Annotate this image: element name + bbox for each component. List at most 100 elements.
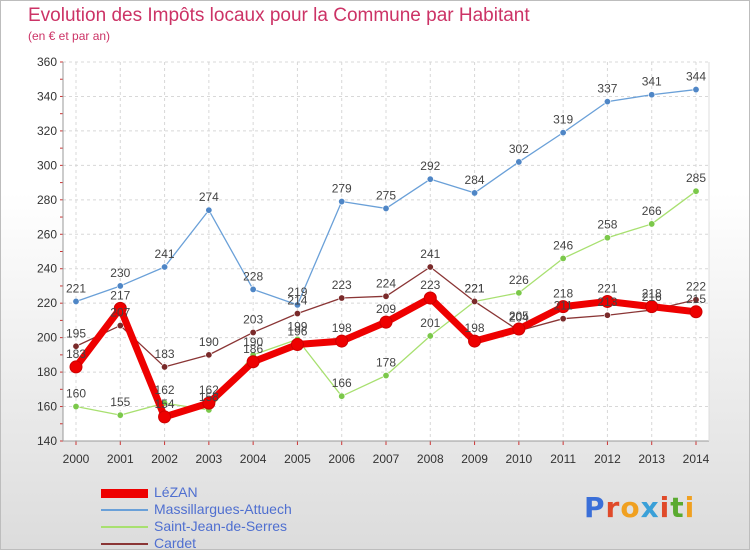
data-label-saint-jean-de-serres: 285 <box>686 171 706 185</box>
data-point-massillargues-attuech <box>161 263 169 271</box>
data-point-cardet <box>205 351 213 359</box>
data-label-massillargues-attuech: 337 <box>597 82 617 96</box>
data-label-massillargues-attuech: 302 <box>509 142 529 156</box>
logo-letter: i <box>684 491 696 524</box>
legend-swatch <box>101 526 148 528</box>
data-label-cardet: 190 <box>199 335 219 349</box>
y-tick-label: 260 <box>37 227 57 241</box>
data-point-cardet <box>559 315 567 323</box>
data-point-lezan <box>290 338 304 352</box>
data-label-cardet: 241 <box>420 247 440 261</box>
data-point-saint-jean-de-serres <box>382 372 390 380</box>
x-tick-label: 2014 <box>683 452 710 466</box>
legend-label: Saint-Jean-de-Serres <box>154 518 288 534</box>
data-label-lezan: 221 <box>597 281 617 295</box>
data-label-lezan: 218 <box>642 287 662 301</box>
data-point-cardet <box>72 342 80 350</box>
x-tick-label: 2009 <box>461 452 488 466</box>
x-tick-label: 2006 <box>328 452 355 466</box>
data-label-saint-jean-de-serres: 155 <box>110 395 130 409</box>
data-label-cardet: 223 <box>332 278 352 292</box>
logo-letter: r <box>605 491 621 524</box>
data-label-cardet: 221 <box>465 281 485 295</box>
data-label-lezan: 209 <box>376 302 396 316</box>
data-point-lezan <box>69 360 83 374</box>
data-point-lezan <box>423 291 437 305</box>
data-label-cardet: 214 <box>287 294 307 308</box>
data-point-cardet <box>692 296 700 304</box>
legend-swatch <box>101 543 148 545</box>
logo-letter: i <box>659 491 671 524</box>
data-point-massillargues-attuech <box>338 198 346 206</box>
data-label-lezan: 183 <box>66 347 86 361</box>
data-label-saint-jean-de-serres: 178 <box>376 356 396 370</box>
y-tick-label: 340 <box>37 89 57 103</box>
y-tick-label: 360 <box>37 55 57 69</box>
data-point-saint-jean-de-serres <box>116 411 124 419</box>
data-label-lezan: 217 <box>110 288 130 302</box>
logo-letter: o <box>620 491 641 524</box>
data-label-massillargues-attuech: 275 <box>376 188 396 202</box>
data-point-cardet <box>338 294 346 302</box>
data-point-massillargues-attuech <box>515 158 523 166</box>
data-point-massillargues-attuech <box>559 129 567 137</box>
data-point-lezan <box>645 300 659 314</box>
legend-label: Massillargues-Attuech <box>154 501 292 517</box>
data-label-cardet: 216 <box>642 290 662 304</box>
data-label-lezan: 215 <box>686 292 706 306</box>
data-label-cardet: 183 <box>155 347 175 361</box>
data-label-massillargues-attuech: 292 <box>420 159 440 173</box>
data-label-saint-jean-de-serres: 221 <box>465 281 485 295</box>
data-label-cardet: 213 <box>597 295 617 309</box>
data-point-lezan <box>202 396 216 410</box>
data-point-massillargues-attuech <box>293 301 301 309</box>
data-point-massillargues-attuech <box>72 297 80 305</box>
logo-letter: t <box>670 491 685 524</box>
data-label-massillargues-attuech: 221 <box>66 281 86 295</box>
x-tick-label: 2012 <box>594 452 621 466</box>
data-point-cardet <box>426 263 434 271</box>
data-label-saint-jean-de-serres: 162 <box>155 383 175 397</box>
data-point-massillargues-attuech <box>205 206 213 214</box>
data-point-saint-jean-de-serres <box>515 289 523 297</box>
x-tick-label: 2004 <box>240 452 267 466</box>
data-point-massillargues-attuech <box>116 282 124 290</box>
data-point-cardet <box>161 363 169 371</box>
x-tick-label: 2010 <box>506 452 533 466</box>
chart-title: Evolution des Impôts locaux pour la Comm… <box>28 5 530 26</box>
x-tick-label: 2011 <box>550 452 576 466</box>
x-tick-label: 2008 <box>417 452 444 466</box>
logo-letter: P <box>584 491 606 524</box>
y-tick-label: 160 <box>37 400 57 414</box>
data-point-massillargues-attuech <box>249 285 257 293</box>
data-label-massillargues-attuech: 279 <box>332 182 352 196</box>
data-point-massillargues-attuech <box>382 204 390 212</box>
x-tick-label: 2002 <box>151 452 178 466</box>
data-point-saint-jean-de-serres <box>72 403 80 411</box>
data-label-saint-jean-de-serres: 226 <box>509 273 529 287</box>
data-label-massillargues-attuech: 341 <box>642 75 662 89</box>
data-point-massillargues-attuech <box>426 175 434 183</box>
data-label-saint-jean-de-serres: 246 <box>553 238 573 252</box>
y-tick-label: 220 <box>37 296 57 310</box>
y-tick-label: 280 <box>37 193 57 207</box>
data-point-saint-jean-de-serres <box>559 254 567 262</box>
data-point-lezan <box>246 355 260 369</box>
data-label-saint-jean-de-serres: 166 <box>332 376 352 390</box>
data-point-massillargues-attuech <box>603 98 611 106</box>
data-label-cardet: 195 <box>66 326 86 340</box>
y-tick-label: 300 <box>37 158 57 172</box>
proxiti-logo: Proxiti <box>584 491 695 524</box>
data-label-cardet: 204 <box>509 311 529 325</box>
data-label-massillargues-attuech: 344 <box>686 70 706 84</box>
y-tick-label: 200 <box>37 331 57 345</box>
data-label-cardet: 203 <box>243 312 263 326</box>
data-label-lezan: 218 <box>553 287 573 301</box>
x-tick-label: 2007 <box>373 452 400 466</box>
data-label-lezan: 198 <box>332 321 352 335</box>
data-point-lezan <box>689 305 703 319</box>
data-label-lezan: 196 <box>287 325 307 339</box>
data-label-cardet: 222 <box>686 280 706 294</box>
x-tick-label: 2005 <box>284 452 311 466</box>
